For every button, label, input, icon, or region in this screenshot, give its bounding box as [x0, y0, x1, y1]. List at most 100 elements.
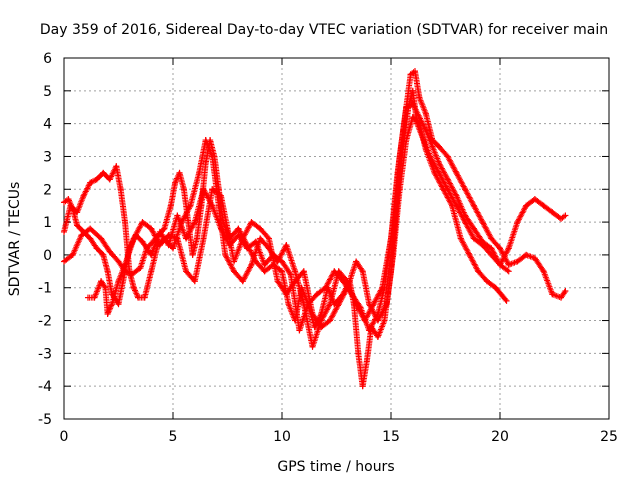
- data-point: [396, 186, 403, 193]
- data-point: [416, 114, 423, 121]
- data-point: [497, 261, 503, 268]
- data-point: [91, 294, 98, 301]
- data-point: [492, 284, 499, 291]
- data-point: [274, 278, 281, 285]
- data-points: [61, 68, 569, 390]
- data-point: [540, 268, 547, 275]
- data-point: [100, 169, 107, 176]
- data-point: [100, 251, 107, 258]
- data-point: [422, 127, 429, 134]
- data-point: [93, 176, 100, 183]
- data-point: [183, 268, 190, 275]
- data-point: [359, 383, 366, 390]
- data-point: [130, 284, 137, 291]
- data-point: [470, 225, 477, 232]
- data-point: [326, 317, 333, 324]
- data-point: [390, 251, 397, 258]
- data-point: [183, 235, 190, 242]
- y-axis-label: SDTVAR / TECUs: [7, 182, 23, 297]
- x-tick-label: 10: [273, 429, 291, 445]
- series-marker-trail: [61, 100, 511, 334]
- y-tick-label: -1: [38, 281, 52, 297]
- data-point: [113, 163, 120, 170]
- data-point: [431, 169, 438, 176]
- data-point: [137, 265, 144, 272]
- data-point: [285, 301, 292, 308]
- data-point: [409, 100, 416, 107]
- data-point: [335, 301, 342, 308]
- data-point: [200, 235, 207, 242]
- data-point: [191, 219, 198, 226]
- y-tick-label: -3: [38, 346, 52, 362]
- chart-title: Day 359 of 2016, Sidereal Day-to-day VTE…: [40, 22, 608, 38]
- data-point: [440, 186, 447, 193]
- data-point: [453, 192, 460, 199]
- data-point: [257, 225, 264, 232]
- data-point: [235, 232, 242, 239]
- data-point: [488, 235, 495, 242]
- data-point: [226, 242, 233, 249]
- data-point: [457, 235, 464, 242]
- data-point: [305, 301, 312, 308]
- data-point: [322, 284, 329, 291]
- data-point: [381, 284, 388, 291]
- data-point: [383, 301, 390, 308]
- data-point: [357, 304, 364, 311]
- data-point: [449, 202, 456, 209]
- data-point: [84, 294, 91, 301]
- data-point: [366, 327, 373, 334]
- data-point: [261, 261, 268, 268]
- data-point: [296, 327, 303, 334]
- data-point: [416, 94, 423, 101]
- data-point: [292, 268, 299, 275]
- data-point: [106, 248, 113, 255]
- data-point: [505, 261, 512, 268]
- data-point: [435, 143, 442, 150]
- data-point: [462, 212, 469, 219]
- data-point: [217, 225, 224, 232]
- data-point: [209, 202, 216, 209]
- data-point: [244, 245, 251, 252]
- y-tick-label: 2: [43, 182, 52, 198]
- data-point: [231, 258, 238, 265]
- data-point: [503, 297, 510, 304]
- data-point: [523, 202, 530, 209]
- data-point: [126, 245, 133, 252]
- x-tick-label: 5: [169, 429, 178, 445]
- data-point: [156, 242, 163, 249]
- data-point: [444, 153, 451, 160]
- y-tick-label: 4: [43, 117, 52, 133]
- data-point: [313, 291, 320, 298]
- data-point: [209, 186, 216, 193]
- plot-frame: [63, 57, 610, 420]
- data-point: [217, 192, 224, 199]
- data-point: [139, 219, 146, 226]
- data-point: [483, 278, 490, 285]
- data-point: [265, 235, 272, 242]
- data-point: [435, 160, 442, 167]
- data-point: [191, 278, 198, 285]
- data-point: [523, 251, 530, 258]
- data-point: [248, 261, 255, 268]
- data-point: [407, 71, 414, 78]
- data-point: [98, 235, 105, 242]
- data-point: [374, 333, 381, 340]
- data-point: [409, 87, 416, 94]
- y-tick-label: 3: [43, 149, 52, 165]
- data-point: [170, 245, 176, 252]
- y-tick-label: -2: [38, 314, 52, 330]
- data-point: [104, 310, 111, 317]
- data-point: [61, 228, 67, 235]
- data-point: [505, 245, 512, 252]
- data-point: [65, 196, 72, 203]
- data-point: [300, 268, 307, 275]
- data-point: [69, 205, 76, 212]
- data-point: [102, 284, 109, 291]
- data-point: [80, 228, 87, 235]
- data-point: [514, 258, 521, 265]
- data-point: [174, 235, 181, 242]
- data-point: [117, 186, 124, 193]
- data-point: [422, 146, 429, 153]
- data-point: [239, 278, 246, 285]
